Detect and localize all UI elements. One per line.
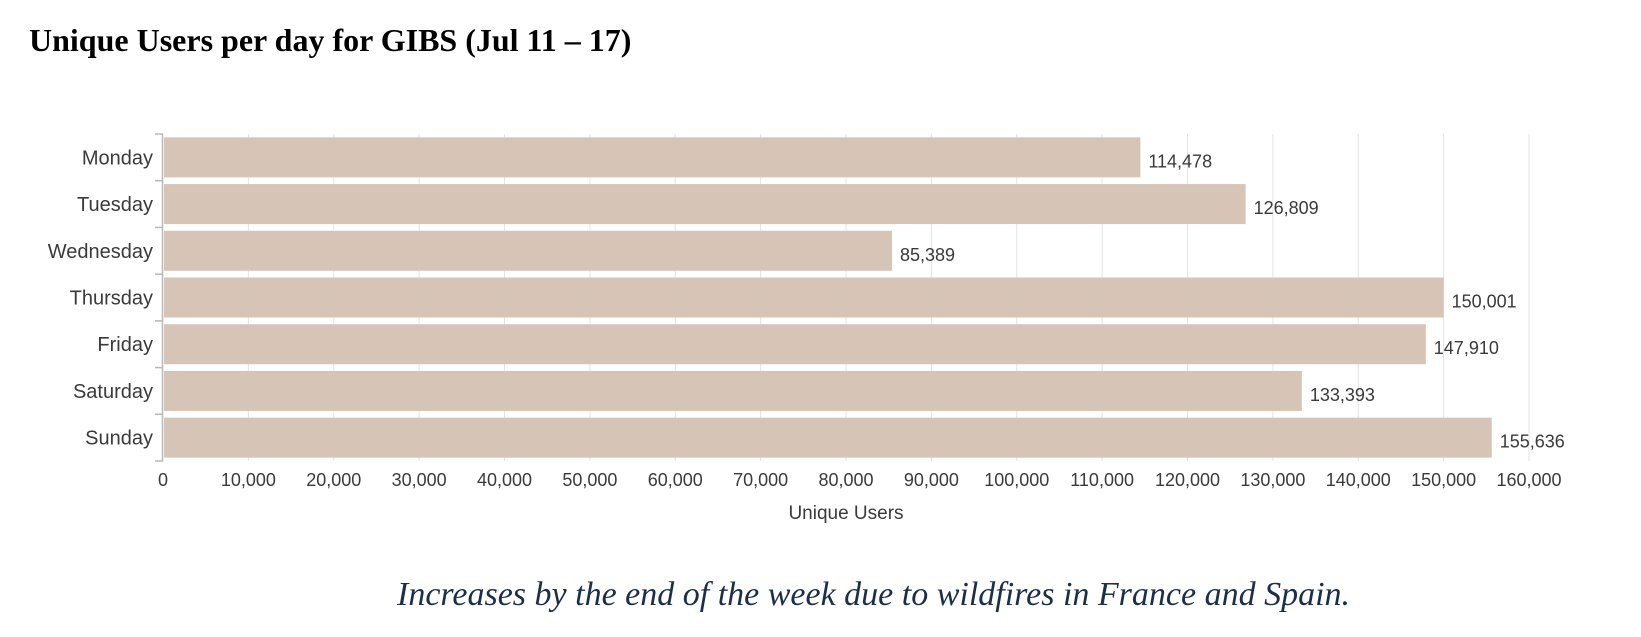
category-label: Monday	[82, 147, 153, 169]
category-label: Saturday	[73, 381, 153, 403]
labels: 0 10,000 20,000 30,000 40,000 50,000 60,000 70,…	[48, 147, 1565, 524]
value-label: 150,001	[1452, 292, 1517, 312]
x-tick-label: 160,000	[1496, 470, 1561, 490]
x-tick-label: 110,000	[1070, 470, 1134, 490]
x-tick-label: 30,000	[392, 470, 447, 490]
x-tick-label: 0	[158, 470, 168, 490]
chart-caption: Increases by the end of the week due to …	[397, 576, 1351, 613]
value-label: 126,809	[1254, 198, 1319, 218]
category-label: Thursday	[70, 288, 153, 310]
bars	[164, 137, 1492, 458]
x-tick-label: 80,000	[818, 470, 873, 490]
bar-wednesday	[164, 230, 893, 271]
bar-sunday	[164, 417, 1492, 458]
axes	[155, 133, 164, 462]
value-label: 133,393	[1310, 385, 1375, 405]
bar-saturday	[164, 370, 1302, 411]
x-tick-label: 50,000	[562, 470, 617, 490]
value-label: 155,636	[1500, 432, 1565, 452]
category-label: Tuesday	[77, 194, 153, 216]
x-tick-label: 40,000	[477, 470, 532, 490]
category-label: Wednesday	[48, 241, 153, 263]
x-tick-label: 140,000	[1326, 470, 1391, 490]
x-tick-label: 70,000	[733, 470, 788, 490]
x-tick-label: 100,000	[984, 470, 1049, 490]
x-tick-label: 20,000	[306, 470, 361, 490]
bar-thursday	[164, 277, 1444, 318]
bar-chart: 0 10,000 20,000 30,000 40,000 50,000 60,000 70,…	[48, 133, 1565, 524]
x-tick-label: 90,000	[904, 470, 959, 490]
value-label: 85,389	[900, 245, 955, 265]
x-axis-label: Unique Users	[788, 503, 903, 524]
category-label: Friday	[97, 334, 153, 356]
x-tick-label: 10,000	[221, 470, 276, 490]
bar-monday	[164, 137, 1141, 178]
value-label: 147,910	[1434, 338, 1499, 358]
bar-friday	[164, 324, 1426, 365]
value-label: 114,478	[1148, 151, 1212, 171]
x-tick-label: 120,000	[1155, 470, 1220, 490]
chart-title: Unique Users per day for GIBS (Jul 11 – …	[29, 22, 632, 58]
x-tick-label: 60,000	[648, 470, 703, 490]
x-tick-label: 150,000	[1411, 470, 1476, 490]
x-tick-label: 130,000	[1240, 470, 1305, 490]
category-label: Sunday	[85, 428, 153, 450]
bar-tuesday	[164, 184, 1246, 225]
